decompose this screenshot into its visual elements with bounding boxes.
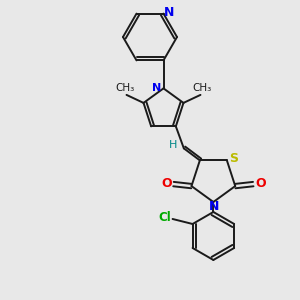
- Text: N: N: [209, 200, 220, 214]
- Text: CH₃: CH₃: [193, 83, 212, 93]
- Text: Cl: Cl: [158, 212, 171, 224]
- Text: N: N: [152, 83, 161, 93]
- Text: CH₃: CH₃: [115, 83, 134, 93]
- Text: S: S: [230, 152, 238, 165]
- Text: N: N: [164, 6, 175, 19]
- Text: H: H: [169, 140, 177, 150]
- Text: O: O: [161, 177, 172, 190]
- Text: O: O: [255, 177, 266, 190]
